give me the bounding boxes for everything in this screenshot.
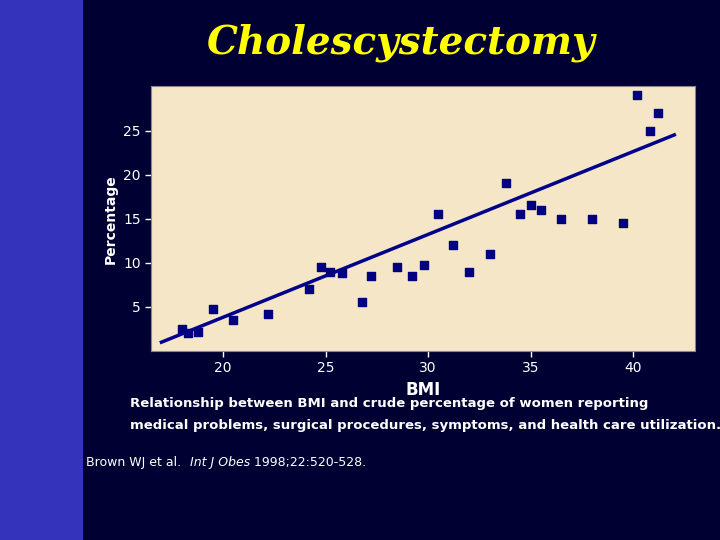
Point xyxy=(418,260,430,269)
Point xyxy=(315,263,327,272)
Text: 1998;22:520-528.: 1998;22:520-528. xyxy=(250,456,366,469)
Text: Brown WJ et al.: Brown WJ et al. xyxy=(86,456,189,469)
Point xyxy=(406,272,418,280)
Point xyxy=(515,210,526,219)
Point xyxy=(303,285,315,294)
Point xyxy=(356,298,368,307)
Point xyxy=(535,206,546,214)
Point xyxy=(207,305,218,313)
Point xyxy=(556,214,567,223)
Point xyxy=(500,179,512,188)
Text: Relationship between BMI and crude percentage of women reporting: Relationship between BMI and crude perce… xyxy=(130,397,648,410)
Point xyxy=(617,219,629,227)
X-axis label: BMI: BMI xyxy=(405,381,441,399)
Point xyxy=(392,263,403,272)
Point xyxy=(365,272,377,280)
Point xyxy=(193,327,204,336)
Point xyxy=(652,109,664,117)
Point xyxy=(464,267,475,276)
Point xyxy=(447,241,459,249)
Point xyxy=(176,325,188,333)
Point xyxy=(228,316,239,325)
Point xyxy=(324,267,336,276)
Point xyxy=(484,249,495,258)
Point xyxy=(587,214,598,223)
Y-axis label: Percentage: Percentage xyxy=(104,174,117,264)
Point xyxy=(182,329,194,338)
Text: Cholescystectomy: Cholescystectomy xyxy=(207,24,595,63)
Point xyxy=(525,201,536,210)
Point xyxy=(433,210,444,219)
Point xyxy=(262,309,274,318)
Point xyxy=(631,91,643,99)
Point xyxy=(336,269,348,278)
Point xyxy=(644,126,655,135)
Text: Int J Obes: Int J Obes xyxy=(189,456,250,469)
Text: medical problems, surgical procedures, symptoms, and health care utilization.: medical problems, surgical procedures, s… xyxy=(130,418,720,431)
